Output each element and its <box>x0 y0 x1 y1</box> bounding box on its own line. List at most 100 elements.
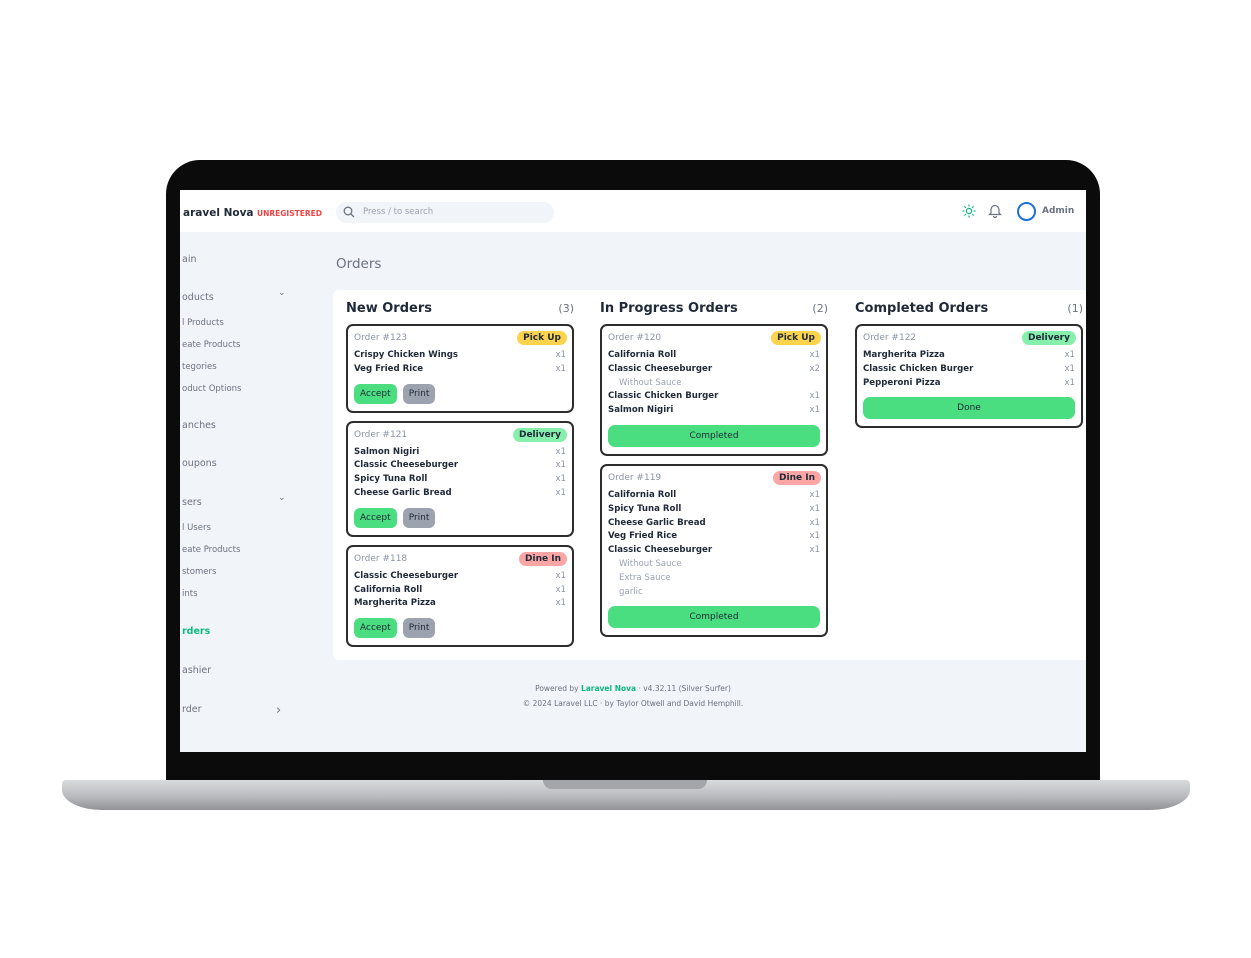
order-card: Order #123 Pick Up Crispy Chicken Wings x1 V… <box>346 324 574 413</box>
item-name: Margherita Pizza <box>354 598 436 609</box>
item-qty: x1 <box>1064 350 1075 360</box>
sidebar-item[interactable]: oupons <box>182 458 217 469</box>
sidebar-item[interactable]: l Products <box>182 318 224 328</box>
sidebar-item[interactable]: ashier <box>182 665 212 676</box>
chevron-down-icon[interactable]: ⌄ <box>278 288 286 298</box>
user-menu[interactable]: Admin <box>1042 206 1075 216</box>
sidebar-item[interactable]: anches <box>182 420 216 431</box>
order-item: California Roll x1 <box>608 490 820 504</box>
sidebar-item[interactable]: ain <box>182 254 197 265</box>
sidebar-item[interactable]: oduct Options <box>182 384 242 394</box>
column-header: In Progress Orders (2) <box>600 300 828 324</box>
order-type-badge: Delivery <box>1021 331 1076 345</box>
screen: aravel Nova UNREGISTERED Press / to sear… <box>180 190 1086 752</box>
item-qty: x1 <box>809 503 820 514</box>
column-header: Completed Orders (1) <box>855 300 1083 324</box>
order-item: Salmon Nigiri x1 <box>608 405 820 419</box>
order-item: Margherita Pizza x1 <box>863 350 1075 364</box>
item-qty: x1 <box>555 446 566 457</box>
print-button[interactable]: Print <box>402 383 436 404</box>
order-type-badge: Dine In <box>519 551 567 566</box>
order-type-badge: Pick Up <box>771 331 821 345</box>
item-name: Veg Fried Rice <box>354 363 424 374</box>
sidebar-item[interactable]: eate Products <box>182 340 241 350</box>
item-name: Crispy Chicken Wings <box>354 350 459 360</box>
print-button[interactable]: Print <box>402 618 436 639</box>
sidebar-item[interactable]: tegories <box>182 362 217 372</box>
sidebar-item[interactable]: oducts <box>182 292 214 303</box>
sidebar-item[interactable]: eate Products <box>182 545 241 555</box>
sidebar-item[interactable]: rder <box>182 704 202 715</box>
sidebar-item[interactable]: sers <box>182 497 202 508</box>
column-title: In Progress Orders <box>600 301 738 316</box>
item-qty: x1 <box>809 489 820 500</box>
order-column: New Orders (3) Order #123 Pick Up Crispy Chi… <box>346 300 574 655</box>
item-name: California Roll <box>608 350 677 360</box>
laptop-notch <box>543 780 707 789</box>
item-name: Classic Cheeseburger <box>354 460 459 471</box>
item-qty: x1 <box>555 363 566 374</box>
version-text: · v4.32.11 (Silver Surfer) <box>636 684 731 693</box>
sidebar-item[interactable]: stomers <box>182 567 217 577</box>
order-item: Cheese Garlic Bread x1 <box>354 488 566 502</box>
top-bar: aravel Nova UNREGISTERED Press / to sear… <box>180 190 1086 232</box>
order-card: Order #118 Dine In Classic Cheeseburger x1 C… <box>346 544 574 648</box>
sun-icon[interactable] <box>962 204 976 218</box>
powered-prefix: Powered by <box>535 684 581 693</box>
item-name: Classic Chicken Burger <box>608 391 719 402</box>
item-name: Classic Cheeseburger <box>608 545 713 556</box>
chevron-right-icon[interactable]: › <box>276 703 282 718</box>
search-placeholder: Press / to search <box>363 207 434 217</box>
order-number: Order #122 <box>863 333 917 343</box>
item-qty: x1 <box>1064 363 1075 374</box>
order-item: California Roll x1 <box>354 585 566 599</box>
order-item: California Roll x1 <box>608 350 820 364</box>
footer-copyright: © 2024 Laravel LLC · by Taylor Otwell an… <box>522 699 744 708</box>
sidebar-item[interactable]: ints <box>182 589 198 599</box>
order-number: Order #120 <box>608 333 662 343</box>
item-name: Pepperoni Pizza <box>863 377 941 388</box>
item-qty: x1 <box>555 598 566 609</box>
order-item: Classic Chicken Burger x1 <box>608 391 820 405</box>
sidebar-item[interactable]: rders <box>182 626 211 637</box>
order-actions: Accept Print <box>354 383 566 404</box>
print-button[interactable]: Print <box>402 507 436 528</box>
sidebar-item[interactable]: l Users <box>182 523 211 533</box>
chevron-down-icon[interactable]: ⌄ <box>278 493 286 503</box>
order-item: Pepperoni Pizza x1 <box>863 378 1075 392</box>
accept-button[interactable]: Accept <box>354 507 397 528</box>
completed-button[interactable]: Completed <box>608 424 820 447</box>
accept-button[interactable]: Accept <box>354 618 397 639</box>
item-qty: x1 <box>1064 377 1075 388</box>
item-qty: x1 <box>555 570 566 581</box>
column-count: (2) <box>812 302 828 315</box>
done-button[interactable]: Done <box>863 397 1075 420</box>
order-card: Order #120 Pick Up California Roll x1 Classi… <box>600 324 828 456</box>
accept-button[interactable]: Accept <box>354 383 397 404</box>
order-item: Crispy Chicken Wings x1 <box>354 350 566 364</box>
search-input[interactable]: Press / to search <box>336 202 554 223</box>
order-card: Order #119 Dine In California Roll x1 Spicy … <box>600 463 828 638</box>
orders-board: New Orders (3) Order #123 Pick Up Crispy Chi… <box>333 290 1086 660</box>
order-column: In Progress Orders (2) Order #120 Pick Up Ca… <box>600 300 828 645</box>
item-name: Salmon Nigiri <box>608 405 674 416</box>
user-avatar[interactable] <box>1017 202 1036 221</box>
search-icon <box>343 206 355 218</box>
nova-link[interactable]: Laravel Nova <box>580 684 637 693</box>
order-type-badge: Pick Up <box>517 331 567 345</box>
column-title: Completed Orders <box>855 301 989 316</box>
bell-icon[interactable] <box>988 203 1002 218</box>
column-count: (1) <box>1067 302 1083 315</box>
item-modifier: Without Sauce <box>619 558 682 569</box>
item-modifier: Extra Sauce <box>619 572 671 583</box>
item-name: Cheese Garlic Bread <box>354 487 452 498</box>
order-card: Order #121 Delivery Salmon Nigiri x1 Classic… <box>346 420 574 537</box>
brand-logo[interactable]: aravel Nova <box>183 207 254 219</box>
order-actions: Accept Print <box>354 507 566 528</box>
completed-button[interactable]: Completed <box>608 606 820 629</box>
order-item: Spicy Tuna Roll x1 <box>608 504 820 518</box>
order-item: Classic Cheeseburger x1 <box>354 571 566 585</box>
item-name: Salmon Nigiri <box>354 446 420 457</box>
order-item: Veg Fried Rice x1 <box>354 364 566 378</box>
order-number: Order #123 <box>354 333 408 343</box>
